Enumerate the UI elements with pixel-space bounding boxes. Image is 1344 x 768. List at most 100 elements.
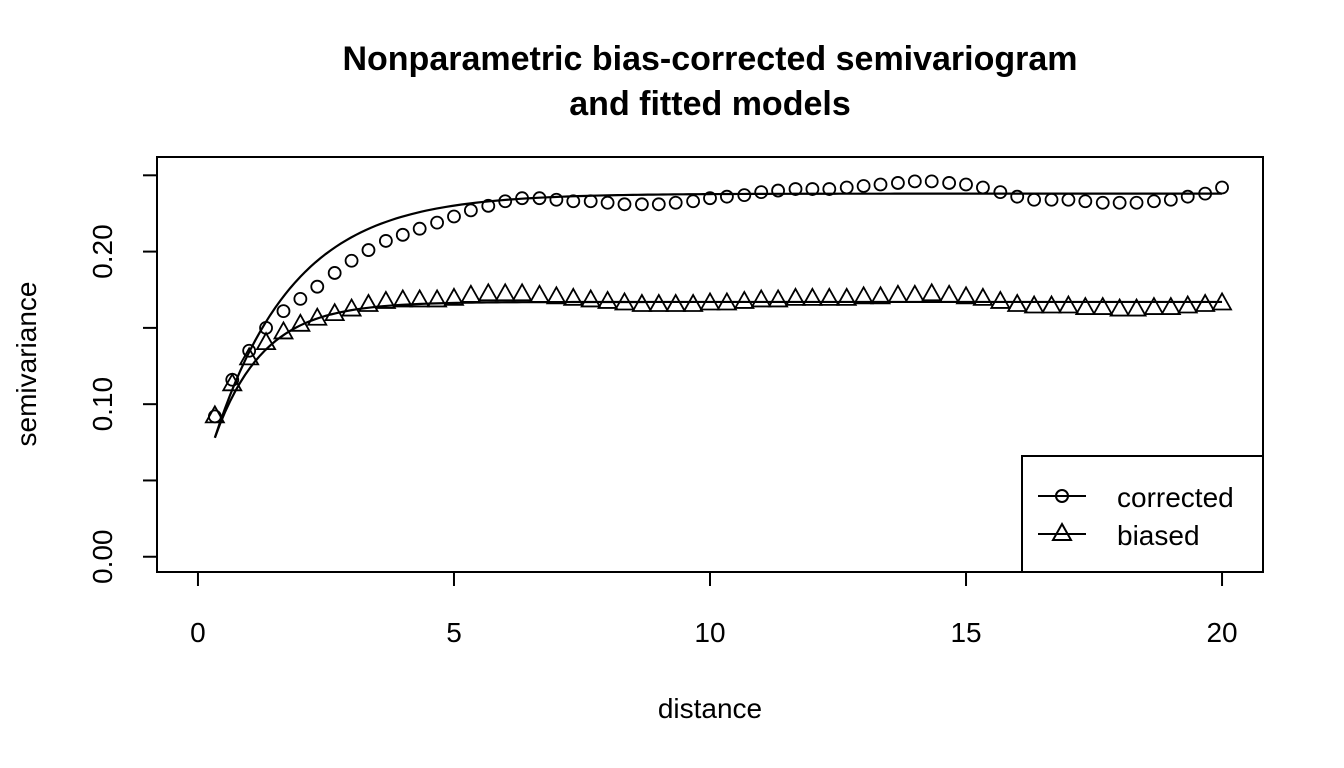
marker-corrected xyxy=(344,253,359,268)
marker-corrected xyxy=(549,192,564,207)
marker-biased xyxy=(921,282,943,302)
marker-corrected xyxy=(327,266,342,280)
marker-corrected xyxy=(686,194,701,209)
marker-corrected xyxy=(1129,195,1144,210)
marker-biased xyxy=(1109,297,1131,317)
marker-corrected xyxy=(566,194,581,209)
marker-biased xyxy=(836,287,858,306)
marker-biased xyxy=(409,288,431,308)
marker-corrected xyxy=(600,195,615,210)
marker-biased xyxy=(221,372,243,392)
marker-biased xyxy=(1023,294,1045,314)
x-tick-label: 5 xyxy=(446,617,462,648)
marker-biased xyxy=(443,287,465,306)
y-axis: 0.00 0.10 0.20 xyxy=(87,174,158,584)
marker-corrected xyxy=(310,279,325,294)
marker-biased xyxy=(545,285,567,305)
marker-biased xyxy=(801,287,823,306)
marker-biased xyxy=(306,306,328,326)
legend-label-biased: biased xyxy=(1117,520,1200,551)
marker-corrected xyxy=(788,182,803,196)
x-tick-label: 20 xyxy=(1206,617,1237,648)
marker-biased xyxy=(238,346,260,366)
marker-biased xyxy=(375,290,397,309)
marker-corrected xyxy=(668,195,683,210)
marker-biased xyxy=(938,284,960,303)
marker-corrected xyxy=(515,191,529,206)
marker-corrected xyxy=(1078,194,1093,209)
marker-corrected xyxy=(942,176,957,190)
marker-corrected xyxy=(242,343,257,358)
x-axis-label: distance xyxy=(658,693,762,724)
x-tick-label: 15 xyxy=(950,617,981,648)
marker-biased xyxy=(494,282,516,302)
marker-corrected xyxy=(634,197,649,212)
marker-corrected xyxy=(1061,192,1076,207)
marker-biased xyxy=(1160,296,1182,315)
marker-corrected xyxy=(1163,192,1178,207)
marker-biased xyxy=(1057,294,1079,314)
chart-title-line-2: and fitted models xyxy=(569,85,850,123)
marker-biased xyxy=(904,284,926,303)
marker-biased xyxy=(392,288,414,308)
marker-corrected xyxy=(1010,189,1025,204)
marker-corrected xyxy=(1147,194,1161,209)
marker-biased xyxy=(511,282,533,302)
chart-title-line-1: Nonparametric bias-corrected semivariogr… xyxy=(342,40,1077,78)
marker-corrected xyxy=(959,177,973,192)
marker-biased xyxy=(613,291,636,311)
marker-corrected xyxy=(873,177,888,192)
marker-biased xyxy=(972,287,994,306)
marker-biased xyxy=(255,331,277,351)
marker-corrected xyxy=(1180,189,1195,204)
marker-corrected xyxy=(976,180,990,195)
data-markers xyxy=(204,174,1233,424)
marker-corrected xyxy=(754,185,769,199)
marker-corrected xyxy=(924,174,939,189)
marker-biased xyxy=(528,284,551,303)
legend-label-corrected: corrected xyxy=(1117,482,1234,513)
marker-corrected xyxy=(771,183,786,198)
marker-corrected xyxy=(293,291,308,306)
marker-corrected xyxy=(719,189,734,204)
marker-biased xyxy=(1006,293,1028,312)
marker-corrected xyxy=(498,194,513,209)
marker-biased xyxy=(665,293,687,312)
marker-corrected xyxy=(1215,180,1229,195)
marker-corrected xyxy=(412,221,427,236)
marker-biased xyxy=(1040,294,1063,314)
x-tick-label: 0 xyxy=(190,617,206,648)
marker-biased xyxy=(460,284,482,303)
marker-biased xyxy=(289,312,311,332)
marker-corrected xyxy=(1095,195,1110,210)
marker-corrected xyxy=(395,227,410,242)
marker-biased xyxy=(272,320,295,340)
marker-biased xyxy=(853,285,875,305)
marker-biased xyxy=(784,287,807,306)
marker-biased xyxy=(1194,293,1216,312)
marker-biased xyxy=(1125,297,1148,317)
marker-corrected xyxy=(1112,195,1127,210)
y-tick-label: 0.10 xyxy=(87,377,118,432)
marker-biased xyxy=(648,293,670,312)
marker-biased xyxy=(1211,291,1233,311)
y-axis-label: semivariance xyxy=(11,282,42,447)
marker-biased xyxy=(1092,296,1114,315)
marker-biased xyxy=(631,293,653,312)
marker-corrected xyxy=(532,191,547,206)
marker-biased xyxy=(733,290,755,309)
marker-corrected xyxy=(378,234,393,248)
marker-biased xyxy=(1143,296,1165,315)
x-tick-label: 10 xyxy=(694,617,725,648)
marker-biased xyxy=(477,282,499,302)
marker-biased xyxy=(580,288,602,308)
marker-corrected xyxy=(463,203,478,218)
marker-corrected xyxy=(430,215,444,230)
marker-biased xyxy=(989,290,1011,309)
marker-corrected xyxy=(583,194,598,209)
marker-corrected xyxy=(1044,192,1059,207)
marker-biased xyxy=(1177,294,1199,314)
marker-corrected xyxy=(1027,192,1042,207)
marker-biased xyxy=(562,287,584,306)
